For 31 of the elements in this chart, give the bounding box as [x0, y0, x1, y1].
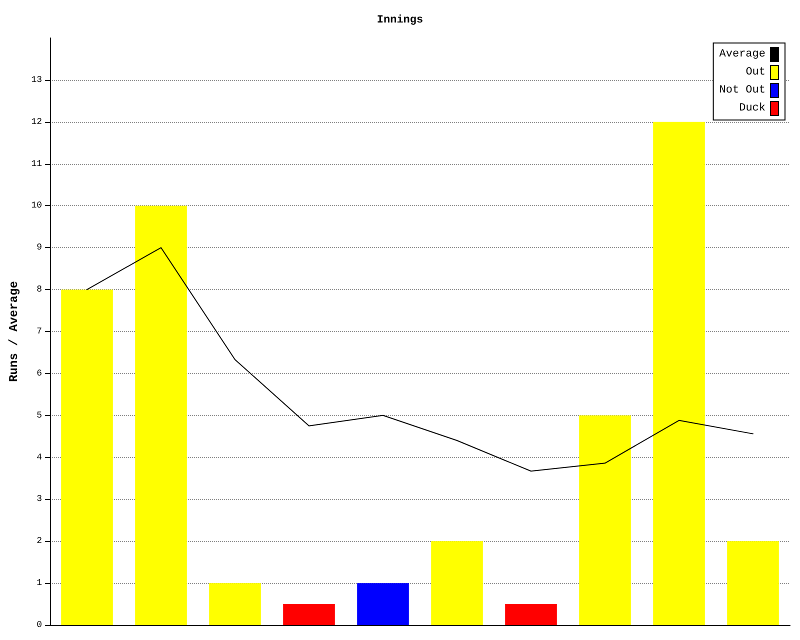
bar [431, 541, 483, 625]
line-series [86, 247, 754, 472]
legend-label: Duck [739, 102, 766, 114]
y-axis-title: Runs / Average [7, 281, 21, 382]
y-tick-label: 11 [31, 158, 42, 169]
y-tick-label: 0 [36, 620, 42, 630]
bar [727, 541, 779, 625]
bar [61, 290, 113, 625]
legend-label: Not Out [719, 84, 766, 96]
bar [209, 583, 261, 625]
y-tick-label: 9 [36, 242, 42, 253]
y-tick-label: 7 [36, 326, 42, 336]
y-tick-label: 4 [36, 452, 42, 462]
y-tick-label: 6 [36, 368, 42, 378]
y-tick-label: 12 [31, 116, 42, 127]
bar [579, 415, 631, 625]
y-tick-label: 13 [31, 74, 42, 85]
bar [135, 206, 187, 625]
bar [357, 583, 409, 625]
y-tick-label: 3 [36, 494, 42, 504]
bar [653, 122, 705, 625]
y-tick-label: 5 [36, 410, 42, 420]
legend-label: Out [746, 66, 766, 78]
bar [283, 604, 335, 625]
y-tick-label: 2 [36, 536, 42, 546]
bar [505, 604, 557, 625]
y-tick-label: 10 [31, 200, 42, 211]
legend-label: Average [719, 48, 766, 60]
y-tick-label: 1 [36, 578, 42, 588]
chart-title: Innings [376, 14, 424, 26]
y-tick-label: 8 [36, 284, 42, 295]
